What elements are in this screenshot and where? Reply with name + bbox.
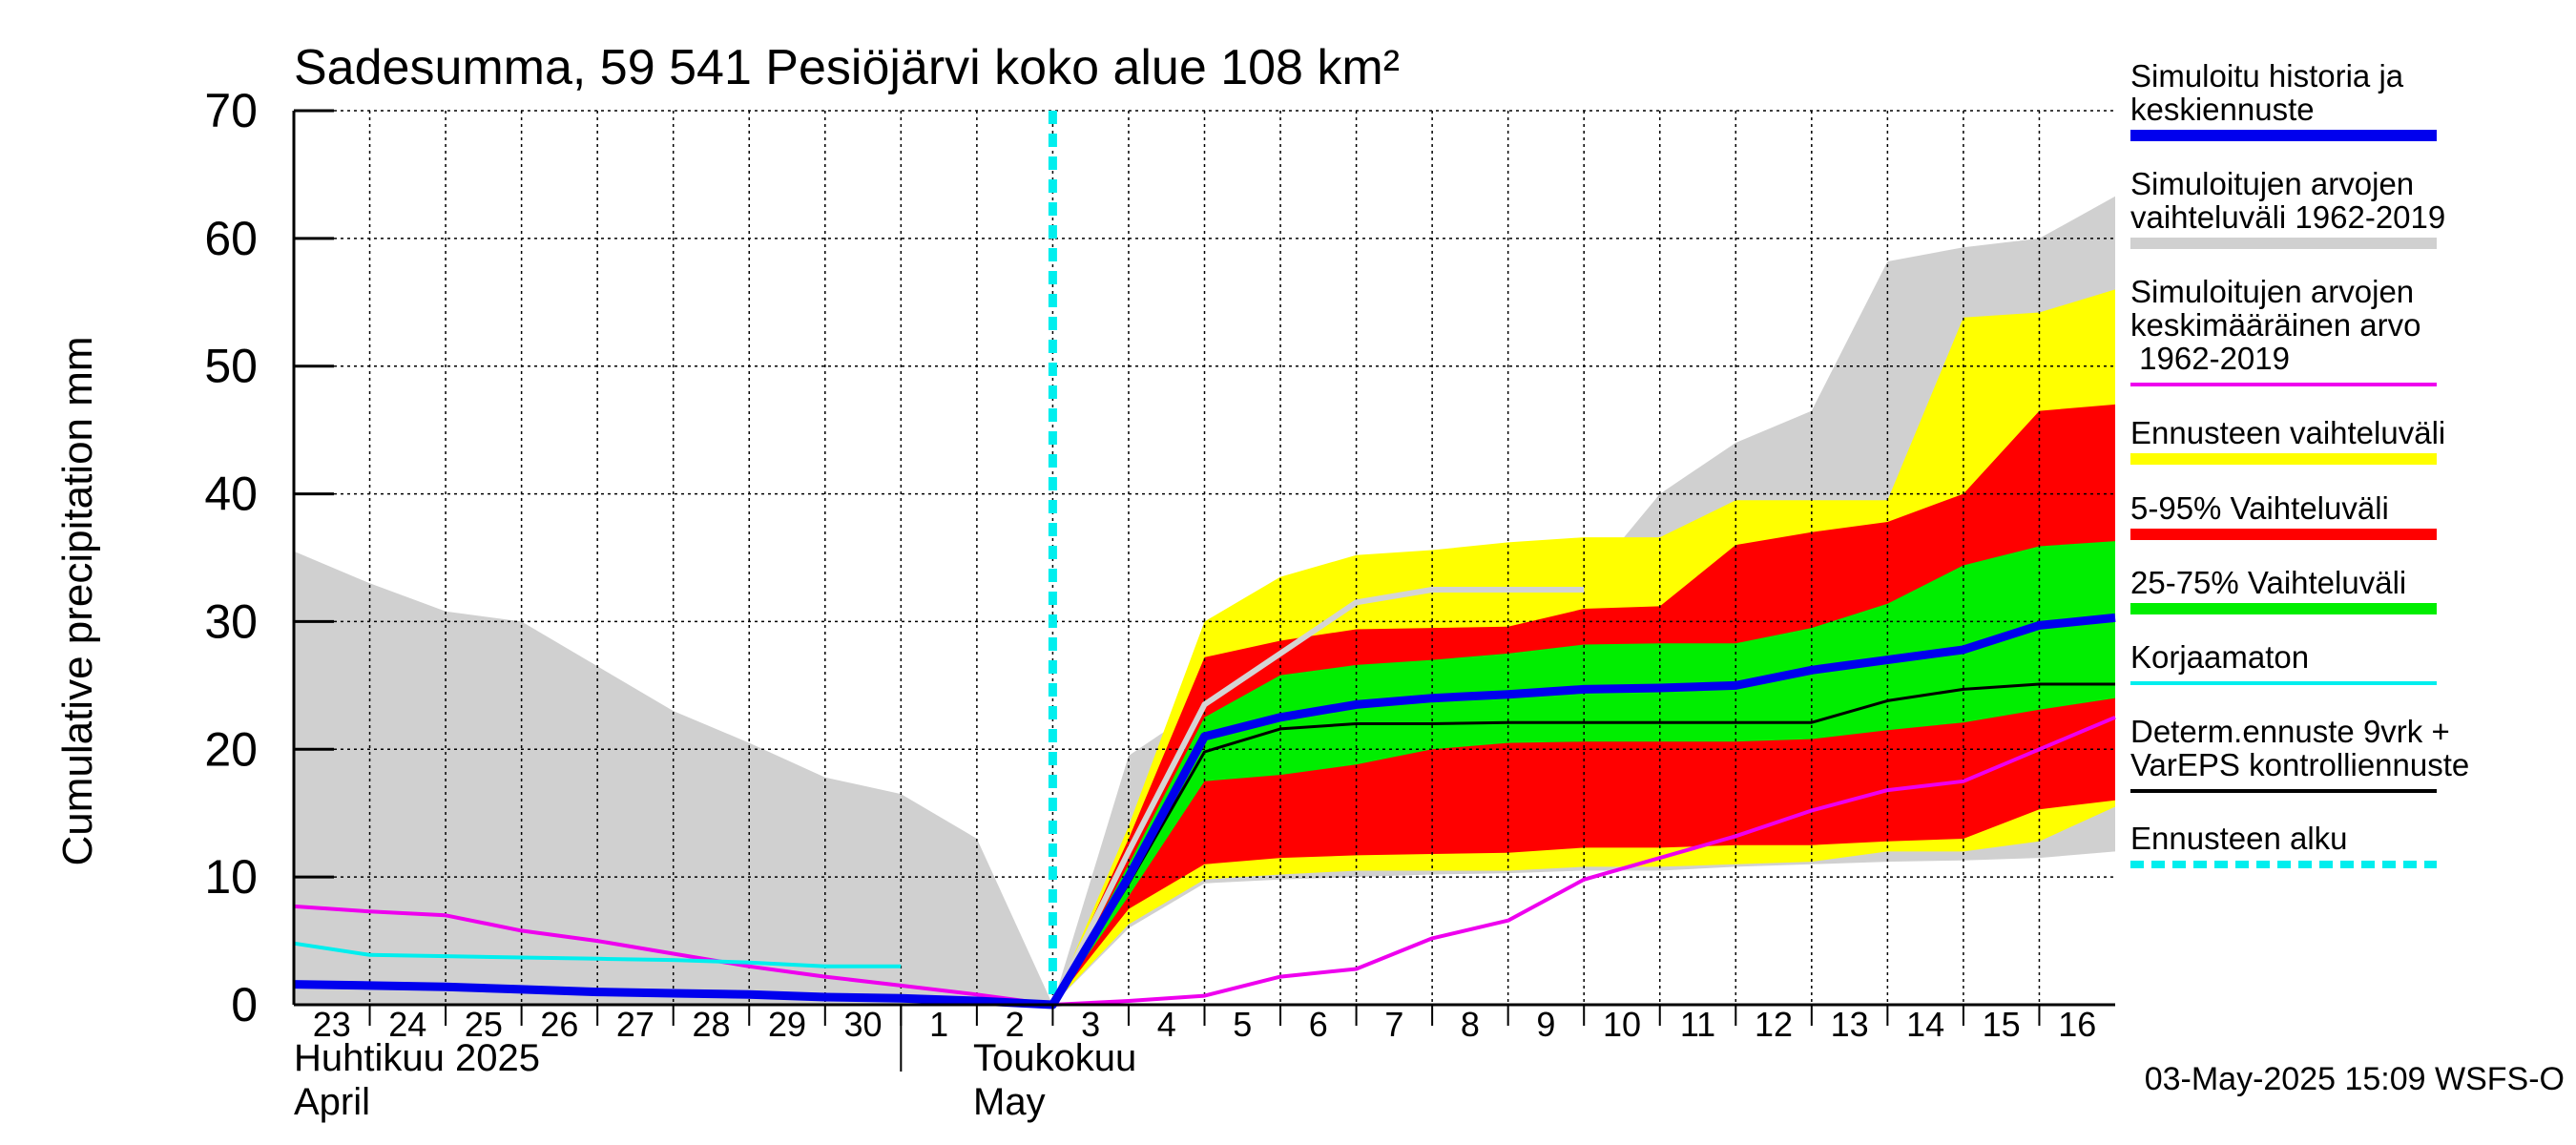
legend-label-line: Simuloitu historia ja [2130,58,2404,94]
month-label-may-fi: Toukokuu [973,1037,1136,1079]
legend-label-line: 5-95% Vaihteluväli [2130,490,2389,526]
x-tick-label: 13 [1831,1005,1869,1044]
x-tick-label: 12 [1755,1005,1793,1044]
legend-label-line: Ennusteen alku [2130,821,2348,856]
x-tick-label: 24 [388,1005,426,1044]
gridlines [294,110,2115,1005]
legend-label-line: vaihteluväli 1962-2019 [2130,199,2445,235]
x-tick-label: 14 [1906,1005,1944,1044]
legend-label: Simuloitujen arvojen keskimääräinen arvo … [2130,274,2420,376]
legend-label: Korjaamaton [2130,639,2309,675]
y-tick-label: 10 [204,850,258,904]
y-tick-label: 70 [204,84,258,137]
series-lines [293,111,2116,1010]
legend-label-line: keskimääräinen arvo [2130,307,2420,343]
legend: Simuloitu historia ja keskiennusteSimuloi… [2130,58,2469,868]
month-label-april-en: April [294,1081,370,1123]
legend-label: 25-75% Vaihteluväli [2130,565,2406,600]
line-simuloitujen-arvojen-keskim-r-inen-arvo-1962-2019 [293,715,2116,1007]
y-tick-label: 0 [231,978,258,1031]
x-tick-label: 1 [929,1005,948,1044]
legend-label-line: Simuloitujen arvojen [2130,166,2414,201]
x-tick-label: 2 [1006,1005,1025,1044]
footer-timestamp: 03-May-2025 15:09 WSFS-O [2145,1061,2565,1097]
x-tick-label: 8 [1461,1005,1480,1044]
axes [292,109,2115,1072]
line-simuloitu-historia-ja-keskiennuste [293,613,2116,1010]
x-tick-label: 15 [1983,1005,2021,1044]
y-tick-labels: 0 10 20 30 40 50 60 70 [204,84,258,1031]
legend-label-line: 25-75% Vaihteluväli [2130,565,2406,600]
legend-label: Simuloitu historia ja keskiennuste [2130,58,2404,127]
x-tick-label: 3 [1081,1005,1100,1044]
x-tick-label: 29 [768,1005,806,1044]
x-tick-label: 5 [1233,1005,1252,1044]
x-tick-label: 6 [1309,1005,1328,1044]
legend-label-line: 1962-2019 [2130,341,2290,376]
month-label-may-en: May [973,1081,1046,1123]
line-simuloitu-historia-harmaa-viiva [1049,587,1585,1007]
legend-label: Simuloitujen arvojen vaihteluväli 1962-20… [2130,166,2445,235]
legend-label: Determ.ennuste 9vrk + VarEPS kontrollienn… [2130,714,2469,782]
legend-label-line: Ennusteen vaihteluväli [2130,415,2445,450]
legend-label-line: VarEPS kontrolliennuste [2130,747,2469,782]
band-25-75-vaihteluv-li [1052,541,2115,1005]
x-tick-labels: 23 24 25 26 27 28 29 30 1 2 3 4 5 6 7 8 9 10 11 12 13 14 15 16 [313,1005,2097,1044]
y-axis-label: Cumulative precipitation mm [54,336,101,865]
x-tick-label: 28 [692,1005,730,1044]
y-tick-label: 50 [204,340,258,393]
x-tick-label: 4 [1157,1005,1176,1044]
x-tick-label: 7 [1384,1005,1403,1044]
x-tick-label: 10 [1603,1005,1641,1044]
legend-label: 5-95% Vaihteluväli [2130,490,2389,526]
y-tick-label: 40 [204,468,258,521]
legend-label-line: Simuloitujen arvojen [2130,274,2414,309]
x-tick-label: 11 [1680,1005,1715,1044]
y-tick-label: 60 [204,212,258,265]
y-tick-label: 30 [204,594,258,648]
legend-label: Ennusteen alku [2130,821,2348,856]
x-tick-label: 16 [2058,1005,2096,1044]
legend-label: Ennusteen vaihteluväli [2130,415,2445,450]
legend-label-line: Determ.ennuste 9vrk + [2130,714,2450,749]
month-label-april-fi: Huhtikuu 2025 [294,1037,540,1079]
x-tick-label: 25 [465,1005,503,1044]
x-tick-label: 26 [540,1005,578,1044]
legend-label-line: keskiennuste [2130,92,2315,127]
chart-title: Sadesumma, 59 541 Pesiöjärvi koko alue 1… [294,40,1400,95]
x-tick-label: 27 [616,1005,654,1044]
x-tick-label: 9 [1536,1005,1555,1044]
line-determ-ennuste-9vrk-vareps-kontrolliennuste [1051,682,2115,1006]
legend-label-line: Korjaamaton [2130,639,2309,675]
x-tick-label: 23 [313,1005,351,1044]
y-tick-label: 20 [204,722,258,776]
line-korjaamaton [293,941,902,968]
x-tick-label: 30 [844,1005,883,1044]
